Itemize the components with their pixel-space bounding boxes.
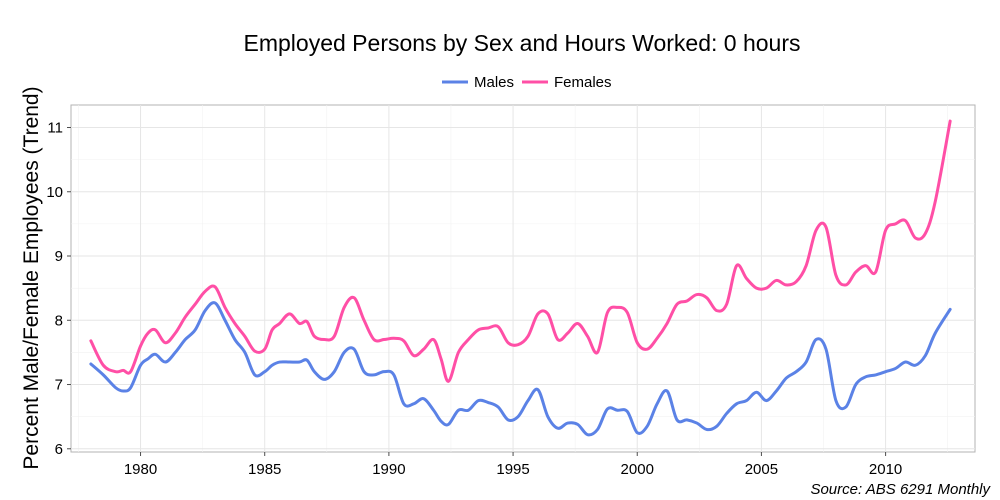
- y-tick-label: 7: [55, 377, 63, 394]
- plot-panel: [70, 104, 976, 453]
- y-tick-label: 10: [46, 184, 63, 201]
- legend-label-females: Females: [554, 74, 612, 91]
- legend: Males Females: [442, 74, 612, 91]
- x-axis: 1980 1985 1990 1995 2000 2005 2010: [124, 452, 902, 478]
- y-tick-label: 9: [55, 248, 63, 265]
- legend-label-males: Males: [474, 74, 514, 91]
- x-tick-label: 2005: [745, 461, 778, 478]
- chart-title: Employed Persons by Sex and Hours Worked…: [244, 30, 801, 56]
- series-line-males: [89, 301, 952, 437]
- x-tick-label: 2010: [869, 461, 902, 478]
- x-tick-label: 1995: [496, 461, 529, 478]
- x-tick-label: 2000: [621, 461, 654, 478]
- x-tick-label: 1990: [372, 461, 405, 478]
- series-line-females: [89, 119, 952, 383]
- series-lines: [89, 119, 952, 437]
- y-tick-label: 6: [55, 441, 63, 458]
- grid-major: [71, 105, 975, 452]
- source-caption: Source: ABS 6291 Monthly: [810, 481, 991, 498]
- x-tick-label: 1980: [124, 461, 157, 478]
- y-axis-title: Percent Male/Female Employees (Trend): [20, 86, 43, 469]
- y-tick-label: 8: [55, 312, 63, 329]
- y-axis: 6 7 8 9 10 11: [46, 119, 71, 458]
- x-tick-label: 1985: [248, 461, 281, 478]
- y-tick-label: 11: [47, 119, 63, 136]
